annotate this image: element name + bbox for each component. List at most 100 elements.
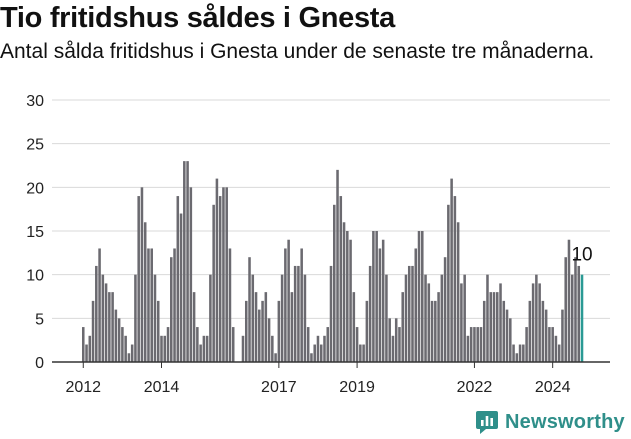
bar [323, 335, 326, 362]
bar [147, 248, 150, 362]
bar [561, 309, 564, 362]
bar [473, 327, 476, 362]
bar [166, 327, 170, 362]
bar [179, 213, 183, 362]
y-tick-label: 30 [26, 93, 44, 110]
bar [271, 335, 274, 362]
bar [290, 292, 294, 362]
bar [557, 344, 561, 362]
bar [313, 344, 316, 362]
bar [225, 187, 228, 362]
newsworthy-logo-icon [476, 411, 498, 434]
bar [339, 196, 343, 362]
y-tick-label: 15 [26, 224, 44, 241]
bar [316, 335, 320, 362]
bar [176, 196, 180, 362]
bar [535, 274, 538, 362]
bar [212, 204, 215, 362]
bar [365, 300, 369, 362]
bar [548, 327, 551, 362]
bar [398, 327, 401, 362]
bar [202, 335, 206, 362]
bar [117, 318, 121, 362]
bar [538, 283, 541, 362]
bar [427, 283, 431, 362]
bar [264, 292, 268, 362]
bar [241, 335, 245, 362]
bar [186, 161, 189, 362]
bar [261, 300, 264, 362]
bar [329, 265, 333, 362]
bar [163, 335, 167, 362]
bar [482, 300, 486, 362]
bar [160, 335, 163, 362]
bar [450, 178, 453, 362]
bar [522, 344, 525, 362]
bar [277, 300, 281, 362]
bar [430, 300, 434, 362]
bar [404, 274, 408, 362]
bar [303, 274, 307, 362]
x-tick-label: 2017 [261, 379, 297, 396]
bar [434, 300, 437, 362]
bar [385, 274, 388, 362]
bar [375, 231, 378, 362]
bar [466, 335, 470, 362]
bar [460, 283, 463, 362]
bar [570, 274, 574, 362]
bar [381, 239, 385, 362]
bar [170, 257, 173, 362]
bar [554, 335, 558, 362]
bar [414, 248, 418, 362]
bar [173, 248, 176, 362]
bar [199, 344, 202, 362]
bar [183, 161, 186, 362]
bar [114, 309, 118, 362]
bar [130, 344, 134, 362]
bar [391, 335, 395, 362]
bar [251, 274, 255, 362]
bar [476, 327, 479, 362]
bar [372, 231, 375, 362]
bar [352, 292, 356, 362]
bar [284, 248, 287, 362]
bar [222, 187, 225, 362]
bar [258, 309, 261, 362]
y-tick-label: 25 [26, 137, 44, 154]
bar [98, 248, 101, 362]
bar [267, 318, 271, 362]
bar [499, 283, 502, 362]
x-tick-label: 2019 [339, 379, 375, 396]
bar [121, 327, 124, 362]
bar [215, 178, 219, 362]
bar [443, 257, 447, 362]
bar [515, 353, 519, 362]
bar [388, 318, 391, 362]
bar [407, 265, 411, 362]
bar [401, 292, 404, 362]
newsworthy-logo: Newsworthy [475, 407, 625, 437]
bar [528, 300, 532, 362]
bar [509, 318, 512, 362]
bar [502, 300, 506, 362]
bar [342, 222, 346, 362]
chart-subtitle: Antal sålda fritidshus i Gnesta under de… [0, 40, 595, 63]
bar [453, 196, 457, 362]
bar [362, 344, 365, 362]
bar [280, 274, 284, 362]
bar [447, 204, 450, 362]
y-tick-label: 10 [26, 268, 44, 285]
bar [346, 231, 349, 362]
last-value-label: 10 [571, 245, 592, 266]
bar [310, 353, 313, 362]
x-tick-label: 2014 [144, 379, 180, 396]
bar [567, 239, 571, 362]
x-tick-label: 2022 [457, 379, 493, 396]
bar [564, 257, 567, 362]
bar [541, 300, 545, 362]
bar [531, 283, 535, 362]
bar [368, 265, 372, 362]
bar [124, 335, 127, 362]
bar [551, 327, 554, 362]
